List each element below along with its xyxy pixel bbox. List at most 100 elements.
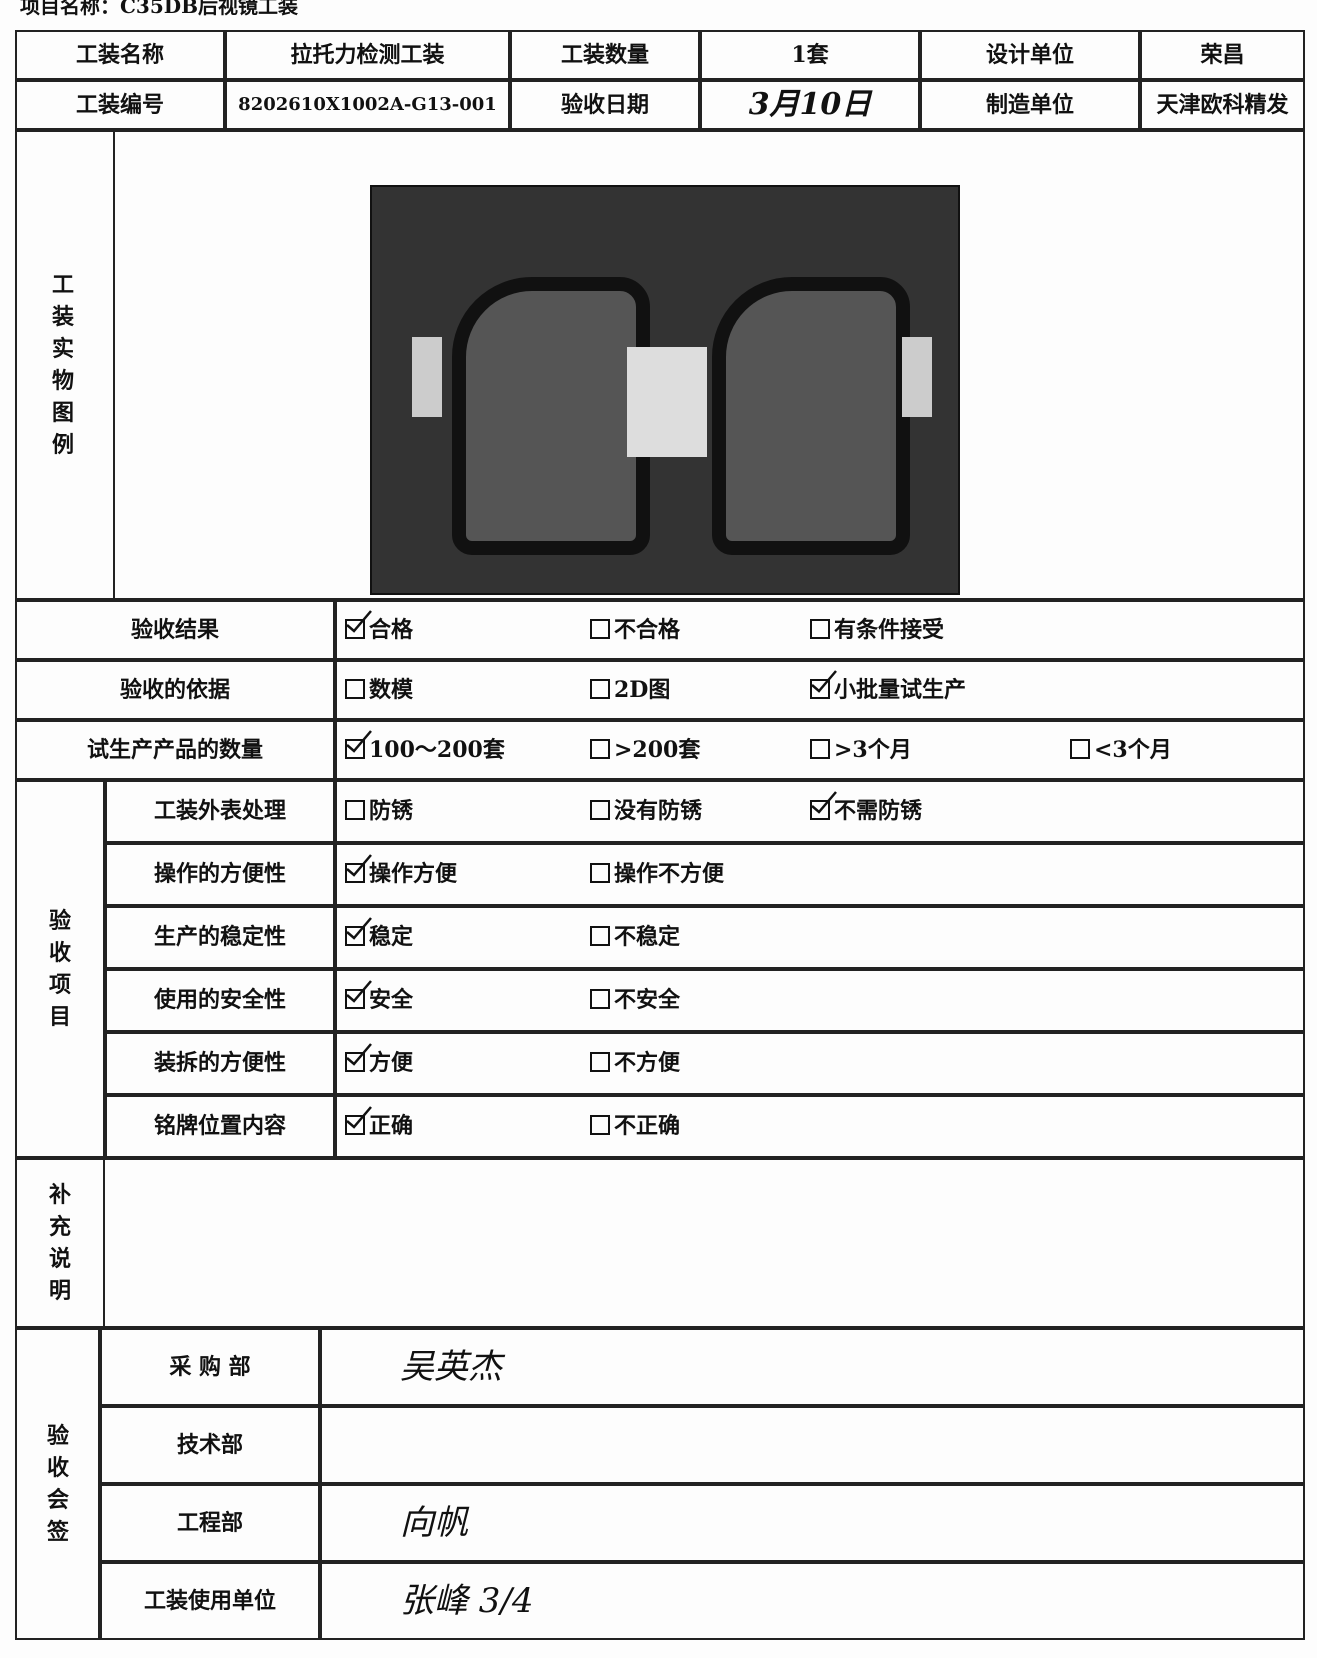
cell (700, 30, 920, 80)
row-label: 使用的安全性 (153, 987, 286, 1013)
cell (15, 1158, 1305, 1328)
option-text: >3个月 (834, 737, 912, 763)
section-label: 验收项目 (48, 908, 71, 1030)
info-label: 验收日期 (560, 92, 649, 118)
cell (335, 600, 1305, 660)
info-value: 拉托力检测工装 (290, 42, 445, 68)
checkbox-option: 不安全 (590, 969, 680, 1032)
cell (100, 1562, 320, 1640)
option-text: 操作不方便 (614, 861, 725, 887)
cell (105, 1032, 335, 1095)
checkbox (590, 863, 610, 883)
checkbox-option: >3个月 (810, 720, 912, 780)
checkbox (345, 800, 365, 820)
checkbox-option: <3个月 (1070, 720, 1172, 780)
option-text: <3个月 (1094, 737, 1172, 763)
option-text: 有条件接受 (834, 617, 945, 643)
cell (15, 720, 335, 780)
checkbox (590, 800, 610, 820)
checkbox (1070, 739, 1090, 759)
checkbox-option: 不稳定 (590, 906, 680, 969)
cell (105, 780, 335, 843)
cell (15, 1328, 100, 1640)
row-label: 工装外表处理 (153, 798, 286, 824)
cell (15, 80, 225, 130)
checkbox (810, 739, 830, 759)
cell (15, 780, 105, 1158)
checkbox-option: 小批量试生产 (810, 660, 966, 720)
cell (15, 30, 225, 80)
cell (320, 1562, 1305, 1640)
photo-label: 工装实物图例 (51, 272, 74, 458)
checkbox (345, 854, 372, 883)
checkbox (810, 791, 837, 820)
row-label: 验收结果 (130, 617, 219, 643)
cell (100, 1406, 320, 1484)
option-text: 合格 (369, 617, 414, 643)
check-mark (346, 917, 372, 940)
checkbox-option: 没有防锈 (590, 780, 702, 843)
checkbox-option: 有条件接受 (810, 600, 944, 660)
option-text: 不方便 (614, 1050, 681, 1076)
option-text: 没有防锈 (614, 798, 703, 824)
info-value: 3月10日 (748, 87, 872, 122)
checkbox-option: 正确 (345, 1095, 413, 1158)
option-text: 稳定 (369, 924, 414, 950)
section-label: 补充说明 (48, 1182, 71, 1304)
cell (15, 660, 335, 720)
row-label: 操作的方便性 (153, 861, 286, 887)
checkbox (345, 1043, 372, 1072)
checkbox (345, 610, 372, 639)
photo (370, 185, 960, 595)
checkbox-option: 方便 (345, 1032, 413, 1095)
checkbox (590, 679, 610, 699)
info-label: 设计单位 (985, 42, 1074, 68)
checkbox-option: 不正确 (590, 1095, 680, 1158)
info-value: 荣昌 (1200, 42, 1245, 68)
option-text: 不稳定 (614, 924, 681, 950)
cell (15, 600, 335, 660)
checkbox-option: 安全 (345, 969, 413, 1032)
checkbox (345, 1106, 372, 1135)
info-label: 工装名称 (75, 42, 164, 68)
signature: 向帆 (400, 1503, 468, 1543)
info-value: 天津欧科精发 (1156, 92, 1289, 118)
option-text: 数模 (369, 677, 414, 703)
dept-label: 技术部 (176, 1432, 243, 1458)
info-label: 工装编号 (75, 92, 164, 118)
checkbox (590, 926, 610, 946)
cell (320, 1328, 1305, 1406)
section-label: 验收会签 (46, 1423, 69, 1545)
cell (335, 780, 1305, 843)
cell (15, 130, 115, 600)
cell (225, 30, 510, 80)
cell (335, 660, 1305, 720)
option-text: 不安全 (614, 987, 681, 1013)
checkbox-option: 不需防锈 (810, 780, 922, 843)
cell (1140, 30, 1305, 80)
checkbox-option: 合格 (345, 600, 413, 660)
cell (105, 906, 335, 969)
check-mark (346, 1106, 372, 1129)
cell (15, 130, 1305, 600)
checkbox (590, 1052, 610, 1072)
checkbox-option: 100～200套 (345, 720, 505, 780)
option-text: >200套 (614, 737, 701, 763)
info-value: 8202610X1002A-G13-001 (238, 94, 497, 115)
checkbox (590, 619, 610, 639)
checkbox (345, 730, 372, 759)
check-mark (811, 670, 837, 693)
checkbox (810, 670, 837, 699)
check-mark (346, 610, 372, 633)
cell (510, 30, 700, 80)
checkbox (590, 989, 610, 1009)
checkbox-option: 操作方便 (345, 843, 457, 906)
cell (335, 906, 1305, 969)
check-mark (346, 1043, 372, 1066)
cell (15, 1158, 105, 1328)
row-label: 铭牌位置内容 (153, 1113, 286, 1139)
checkbox-option: 操作不方便 (590, 843, 724, 906)
info-label: 工装数量 (560, 42, 649, 68)
checkbox (345, 917, 372, 946)
checkbox (345, 679, 365, 699)
